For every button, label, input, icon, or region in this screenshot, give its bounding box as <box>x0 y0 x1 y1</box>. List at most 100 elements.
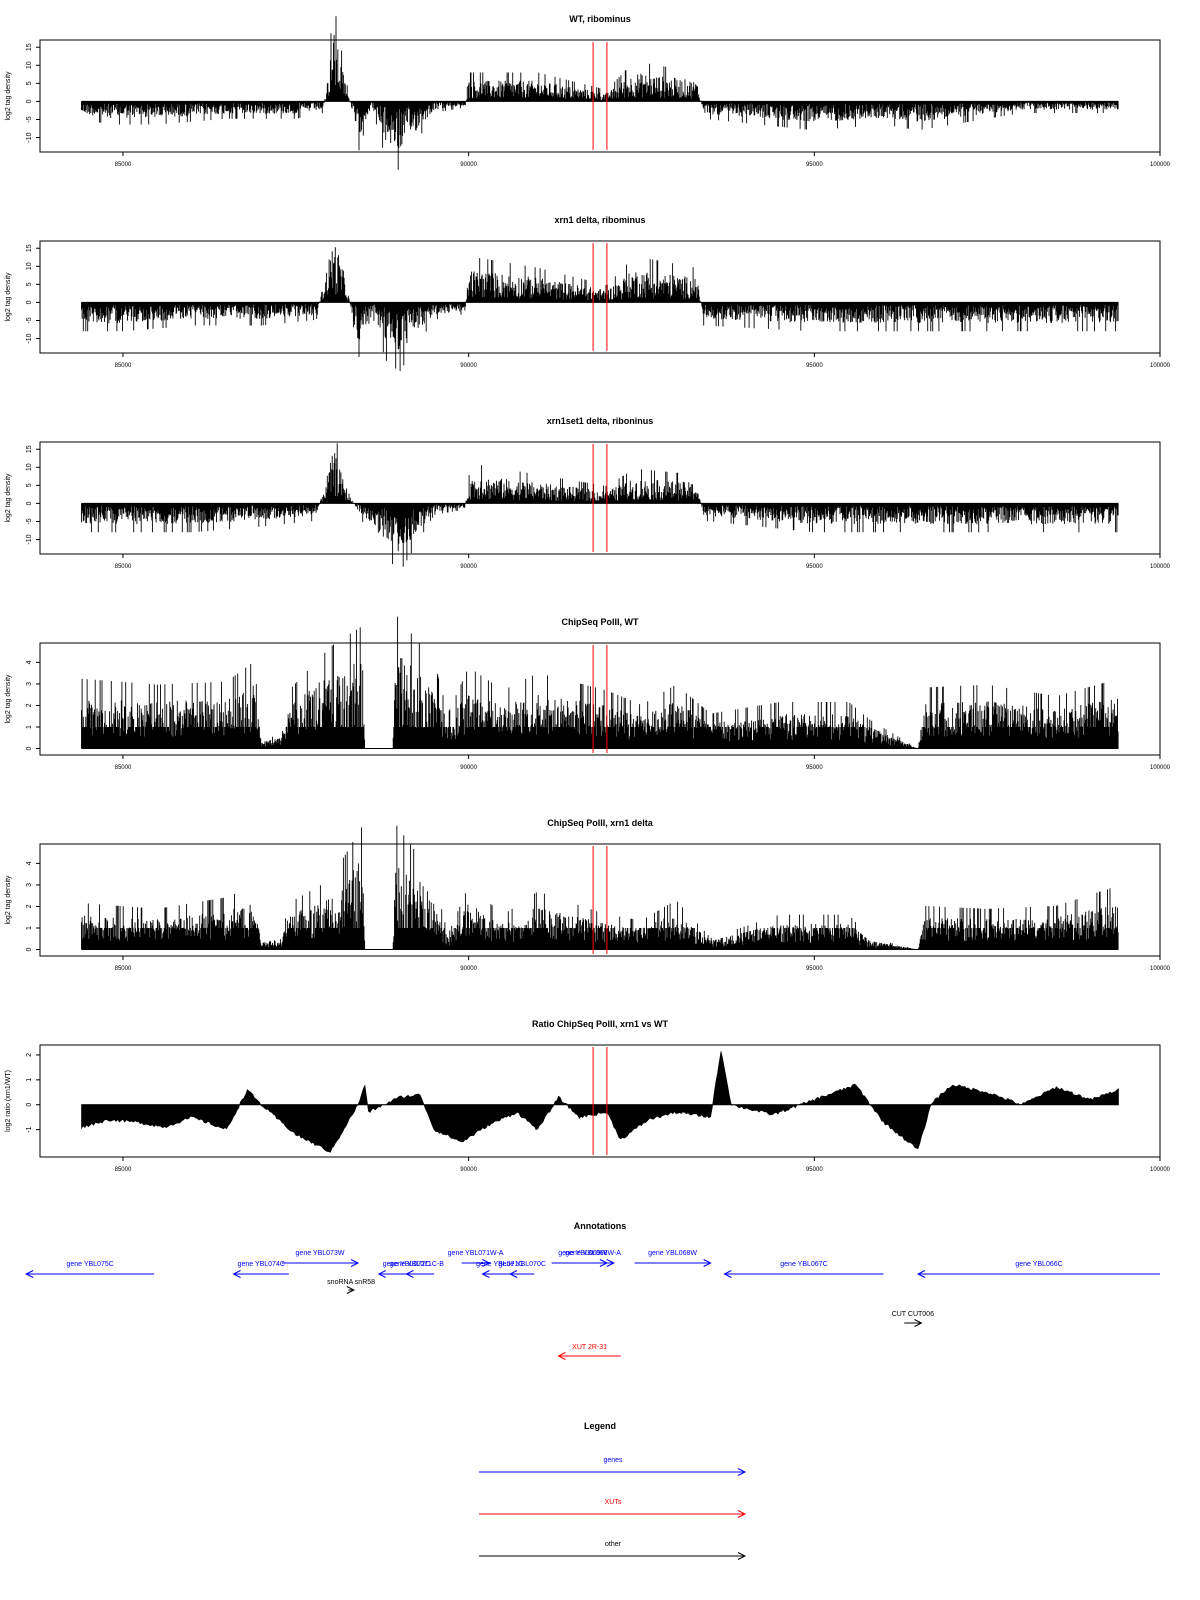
y-tick-label: 2 <box>26 1053 33 1057</box>
feature-arrow-arrowhead <box>599 1259 609 1267</box>
x-tick-label: 100000 <box>1150 1167 1171 1173</box>
chart-title: WT, ribominus <box>569 14 631 24</box>
feature-arrow-arrowhead <box>25 1270 34 1278</box>
y-tick-label: 15 <box>26 244 33 252</box>
chart-title: Ratio ChipSeq PolII, xrn1 vs WT <box>532 1019 669 1029</box>
feature-arrow-arrowhead <box>914 1319 923 1327</box>
feature-gene: gene YBL074C <box>232 1261 289 1278</box>
plot-frame <box>39 441 1161 555</box>
legend-item-gene: genes <box>479 1457 747 1476</box>
signal-bars <box>81 443 1119 567</box>
feature-label: gene YBL073W <box>296 1250 345 1257</box>
feature-arrow-arrowhead <box>723 1270 732 1278</box>
y-tick-label: 0 <box>26 947 33 951</box>
chart-panel-2: xrn1 delta, ribominus log2 tag density 15 1… <box>5 215 1171 371</box>
feature-arrow-arrowhead <box>557 1352 566 1360</box>
feature-label: gene YBL067C <box>780 1261 827 1268</box>
x-tick-label: 100000 <box>1150 966 1171 972</box>
y-tick-label: 2 <box>26 904 33 908</box>
chart-title: xrn1set1 delta, riboninus <box>547 416 654 426</box>
feature-arrow-arrowhead <box>703 1259 712 1267</box>
x-tick-label: 95000 <box>806 765 823 771</box>
feature-label: gene YBL075C <box>66 1261 113 1268</box>
legend-title: Legend <box>584 1421 616 1431</box>
data-series <box>81 443 1119 567</box>
feature-gene: gene YBL070C <box>499 1261 546 1278</box>
y-tick-label: 10 <box>26 61 33 69</box>
feature-label: gene YBL071W-A <box>448 1250 504 1257</box>
x-tick-label: 85000 <box>115 564 132 570</box>
annotations-panel: Annotations gene YBL075C gene YBL074C gene … <box>25 1221 1160 1360</box>
chart-panel-1: WT, ribominus log2 tag density 15 10 5 0 -5 -10… <box>5 14 1171 170</box>
y-tick-label: 1 <box>26 725 33 729</box>
feature-arrow-arrowhead <box>377 1270 386 1278</box>
x-tick-label: 90000 <box>460 363 477 369</box>
x-tick-label: 90000 <box>460 564 477 570</box>
feature-gene: gene YBL073W <box>281 1250 360 1267</box>
y-tick-label: 5 <box>26 81 33 85</box>
chart-panel-5: ChipSeq PolII, xrn1 delta log2 tag densit… <box>5 818 1171 972</box>
feature-label: gene YBL068W-A <box>565 1250 621 1257</box>
y-tick-label: 4 <box>26 660 33 664</box>
signal-bars <box>81 247 1119 371</box>
y-tick-label: 15 <box>26 445 33 453</box>
plot-frame <box>39 843 1161 957</box>
y-tick-label: -5 <box>26 317 33 323</box>
y-tick-label: 10 <box>26 463 33 471</box>
annotations-title: Annotations <box>574 1221 627 1231</box>
feature-gene: gene YBL071C-B <box>390 1261 445 1278</box>
legend-item-other: other <box>479 1541 747 1560</box>
x-tick-label: 95000 <box>806 1167 823 1173</box>
feature-arrow-arrowhead <box>350 1259 360 1267</box>
feature-arrow-arrowhead <box>346 1286 355 1294</box>
y-tick-label: 5 <box>26 483 33 487</box>
feature-label: gene YBL071C-B <box>390 1261 445 1268</box>
x-tick-label: 100000 <box>1150 363 1171 369</box>
x-tick-label: 95000 <box>806 966 823 972</box>
y-tick-label: 0 <box>26 1103 33 1107</box>
chart-panel-6: Ratio ChipSeq PolII, xrn1 vs WT log2 rati… <box>5 1019 1171 1173</box>
feature-gene: gene YBL071W-A <box>448 1250 504 1267</box>
x-tick-label: 100000 <box>1150 162 1171 168</box>
feature-gene: gene YBL075C <box>25 1261 155 1278</box>
data-series <box>81 1051 1119 1153</box>
y-tick-label: -10 <box>26 132 33 142</box>
x-tick-label: 85000 <box>115 1167 132 1173</box>
x-tick-label: 100000 <box>1150 765 1171 771</box>
feature-gene: gene YBL067C <box>723 1261 884 1278</box>
y-tick-label: 15 <box>26 43 33 51</box>
signal-bars <box>81 16 1119 170</box>
feature-other: snoRNA snR58 <box>327 1279 375 1294</box>
x-tick-label: 85000 <box>115 765 132 771</box>
y-tick-label: 4 <box>26 861 33 865</box>
data-series <box>81 616 1119 749</box>
x-tick-label: 95000 <box>806 363 823 369</box>
y-tick-label: 3 <box>26 883 33 887</box>
y-axis-label: log2 ratio (xrn1/WT) <box>5 1070 12 1132</box>
feature-arrow-arrowhead <box>482 1259 491 1267</box>
x-tick-label: 95000 <box>806 162 823 168</box>
feature-label: CUT CUT006 <box>892 1311 934 1318</box>
y-tick-label: -5 <box>26 116 33 122</box>
y-axis-label: log2 tag density <box>5 875 12 925</box>
data-series <box>81 247 1119 371</box>
ratio-area <box>81 1051 1119 1153</box>
y-tick-label: 0 <box>26 746 33 750</box>
x-tick-label: 85000 <box>115 162 132 168</box>
y-tick-label: 1 <box>26 1078 33 1082</box>
y-axis-label: log2 tag density <box>5 272 12 322</box>
plot-frame <box>39 39 1161 153</box>
y-tick-label: -10 <box>26 333 33 343</box>
chart-title: xrn1 delta, ribominus <box>554 215 645 225</box>
feature-label: snoRNA snR58 <box>327 1279 375 1286</box>
chart-title: ChipSeq PolII, xrn1 delta <box>547 818 654 828</box>
data-series <box>81 825 1119 950</box>
plot-frame <box>39 240 1161 354</box>
feature-label: gene YBL068W <box>648 1250 697 1257</box>
feature-label: gene YBL072C <box>383 1261 430 1268</box>
y-axis-label: log2 tag density <box>5 71 12 121</box>
feature-label: gene YBL066C <box>1015 1261 1062 1268</box>
feature-arrow-arrowhead <box>916 1270 926 1278</box>
y-tick-label: 3 <box>26 682 33 686</box>
legend-item-xut: XUTs <box>479 1499 747 1518</box>
